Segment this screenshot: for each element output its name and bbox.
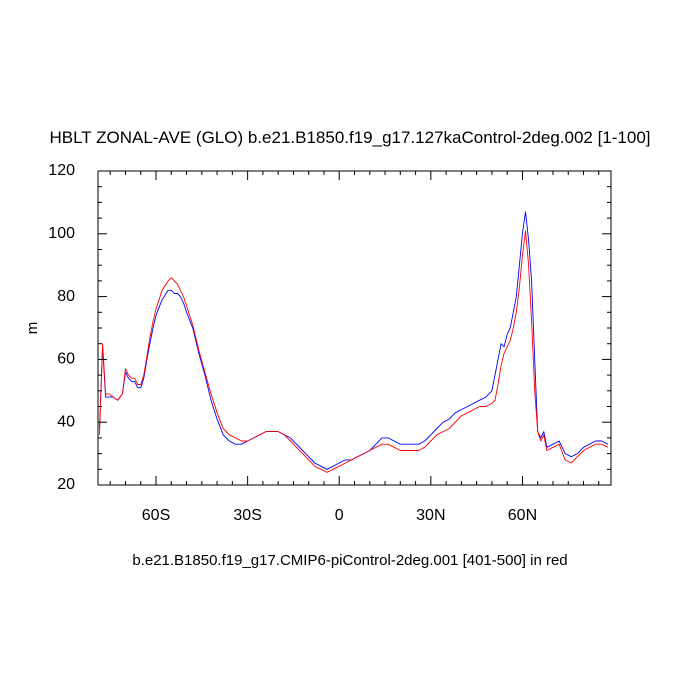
series-line-blue — [99, 211, 609, 470]
chart-caption: b.e21.B1850.f19_g17.CMIP6-piControl-2deg… — [132, 552, 568, 569]
x-tick-label: 30N — [416, 507, 445, 524]
x-tick-label: 30S — [233, 507, 261, 524]
tick-label-layer: 20 40 60 80 100 120 60S 30S 0 30N 60N — [48, 162, 537, 524]
chart-title: HBLT ZONAL-AVE (GLO) b.e21.B1850.f19_g17… — [49, 128, 651, 147]
y-tick-label: 60 — [57, 351, 75, 368]
y-tick-label: 20 — [57, 476, 75, 493]
y-tick-label: 80 — [57, 288, 75, 305]
series-line-red — [99, 230, 609, 473]
series-layer — [99, 211, 609, 473]
y-tick-label: 100 — [48, 225, 75, 242]
x-tick-label: 60N — [508, 507, 537, 524]
y-tick-label: 120 — [48, 162, 75, 179]
plot-frame — [97, 170, 612, 486]
x-tick-label: 0 — [335, 507, 344, 524]
y-axis-label: m — [24, 322, 41, 335]
tick-layer — [98, 170, 611, 486]
y-tick-label: 40 — [57, 413, 75, 430]
x-tick-label: 60S — [142, 507, 170, 524]
